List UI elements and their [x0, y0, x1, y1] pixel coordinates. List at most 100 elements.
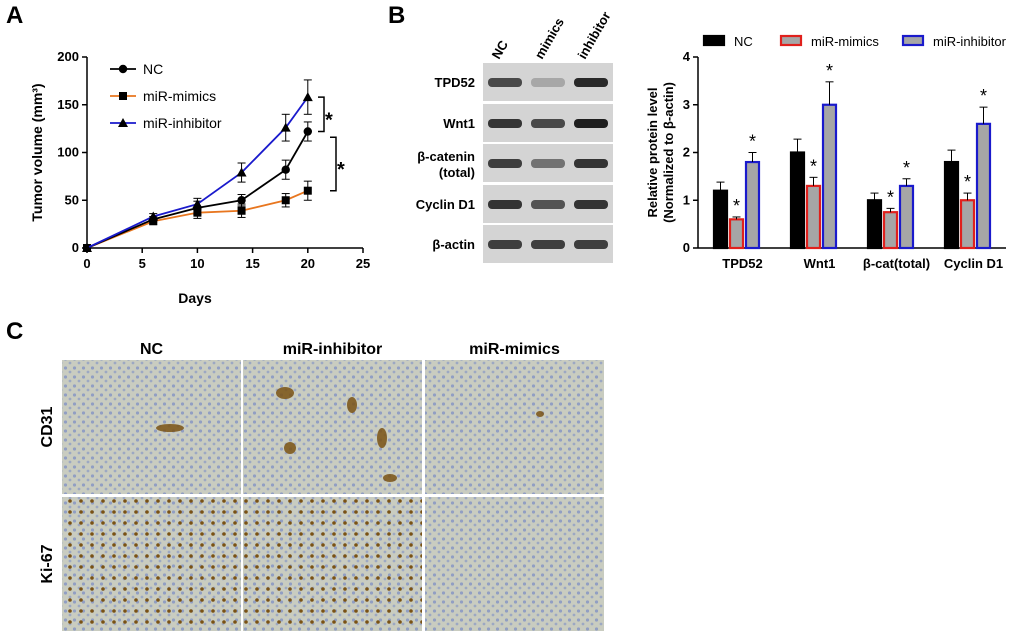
- x-axis-label: Days: [178, 290, 212, 306]
- category-label: Cyclin D1: [944, 256, 1003, 271]
- ihc-column-label-inhibitor: miR-inhibitor: [283, 341, 383, 358]
- data-point: [280, 122, 291, 132]
- legend-label: miR-inhibitor: [933, 34, 1007, 49]
- blot-band: [488, 159, 522, 168]
- ihc-column-label-mimics: miR-mimics: [469, 341, 560, 358]
- blot-band: [488, 78, 522, 87]
- data-point: [281, 165, 290, 174]
- blot-band: [531, 119, 565, 128]
- blot-band: [574, 119, 608, 128]
- column-label-nc: NC: [489, 37, 512, 61]
- bar: [728, 218, 745, 250]
- ihc-image-cd31-nc: [62, 360, 241, 494]
- category-label: Wnt1: [804, 256, 836, 271]
- y-axis-label: Tumor volume (mm³): [29, 83, 45, 221]
- legend-label: NC: [143, 61, 163, 77]
- data-point: [303, 127, 312, 136]
- blot-band: [574, 240, 608, 249]
- column-label-inhibitor: inhibitor: [575, 9, 614, 62]
- ihc-image-cd31-mimics: [425, 360, 604, 494]
- data-point: [82, 243, 92, 252]
- y-tick-label: 100: [57, 145, 79, 160]
- blot-band: [488, 200, 522, 209]
- protein-level-chart: 0 1 2 3 4 Relative protein level (Normalized t…: [645, 34, 1007, 271]
- y-tick-label: 50: [65, 192, 79, 207]
- series-line: [86, 131, 309, 249]
- significance-star: *: [733, 196, 740, 216]
- cd31-vessel: [347, 397, 357, 413]
- x-tick-label: 15: [245, 256, 259, 271]
- blot-band: [574, 159, 608, 168]
- ihc-row-label-cd31: CD31: [39, 406, 56, 447]
- blot-row-label: β-actin: [432, 237, 475, 252]
- significance-bracket: [330, 136, 337, 192]
- blot-band: [531, 159, 565, 168]
- legend-marker: [119, 92, 127, 100]
- panel-label-a: A: [6, 2, 24, 29]
- category-label: β-cat(total): [863, 256, 930, 271]
- y-tick-label: 3: [683, 97, 690, 112]
- significance-star: *: [903, 158, 910, 178]
- bar: [821, 103, 838, 250]
- ihc-grid: NC miR-inhibitor miR-mimics CD31 Ki-67: [39, 341, 604, 631]
- bar: [975, 122, 992, 250]
- y-tick-label: 200: [57, 49, 79, 64]
- ihc-image-ki67-mimics: [425, 497, 604, 631]
- significance-bracket: [318, 96, 325, 133]
- legend-marker: [118, 64, 128, 74]
- bar: [943, 160, 960, 250]
- y-tick-label: 1: [683, 192, 690, 207]
- blot-band: [488, 119, 522, 128]
- data-point: [236, 167, 247, 177]
- significance-star: *: [964, 172, 971, 192]
- cd31-vessel: [284, 442, 296, 454]
- bar: [789, 151, 806, 250]
- bar: [744, 160, 761, 250]
- legend-swatch: [901, 34, 925, 47]
- y-tick-label: 0: [683, 240, 690, 255]
- x-tick-label: 10: [190, 256, 204, 271]
- ihc-row-label-ki67: Ki-67: [39, 544, 56, 583]
- blot-band: [574, 200, 608, 209]
- blot-row-label-sub: (total): [439, 165, 475, 180]
- x-tick-label: 25: [356, 256, 370, 271]
- blot-band: [531, 240, 565, 249]
- blot-row-label: Cyclin D1: [416, 197, 475, 212]
- significance-star: *: [980, 86, 987, 106]
- x-tick-label: 0: [83, 256, 90, 271]
- significance-star: *: [337, 159, 345, 181]
- blot-band: [531, 78, 565, 87]
- blot-band: [574, 78, 608, 87]
- blot-row-label: Wnt1: [443, 116, 475, 131]
- data-point: [302, 92, 313, 102]
- data-point: [281, 196, 290, 205]
- cd31-vessel: [377, 428, 387, 448]
- blot-band: [488, 240, 522, 249]
- data-point: [303, 186, 312, 195]
- category-label: TPD52: [722, 256, 762, 271]
- data-point: [237, 206, 246, 215]
- ihc-column-label-nc: NC: [140, 341, 164, 358]
- data-point: [148, 211, 159, 221]
- tumor-volume-chart: 0 5 10 15 20 25 0 50 100 150 200 Days Tumor volume (…: [29, 49, 370, 306]
- y-tick-label: 0: [72, 240, 79, 255]
- y-tick-label: 2: [683, 145, 690, 160]
- panel-label-c: C: [6, 318, 24, 345]
- data-point: [237, 196, 246, 205]
- column-label-mimics: mimics: [532, 15, 567, 61]
- blot-row-label: β-catenin: [417, 149, 475, 164]
- x-tick-label: 20: [301, 256, 315, 271]
- significance-star: *: [810, 156, 817, 176]
- blot-row-label: TPD52: [435, 75, 475, 90]
- significance-star: *: [826, 61, 833, 81]
- data-point: [192, 199, 203, 209]
- bar: [898, 184, 915, 250]
- bar: [882, 211, 899, 250]
- cd31-vessel: [276, 387, 294, 399]
- legend-swatch: [779, 34, 803, 47]
- cd31-vessel: [536, 411, 544, 417]
- significance-star: *: [749, 132, 756, 152]
- bar: [712, 189, 729, 250]
- y-axis-label-sub: (Normalized to β-actin): [661, 82, 676, 223]
- cd31-vessel: [383, 474, 397, 482]
